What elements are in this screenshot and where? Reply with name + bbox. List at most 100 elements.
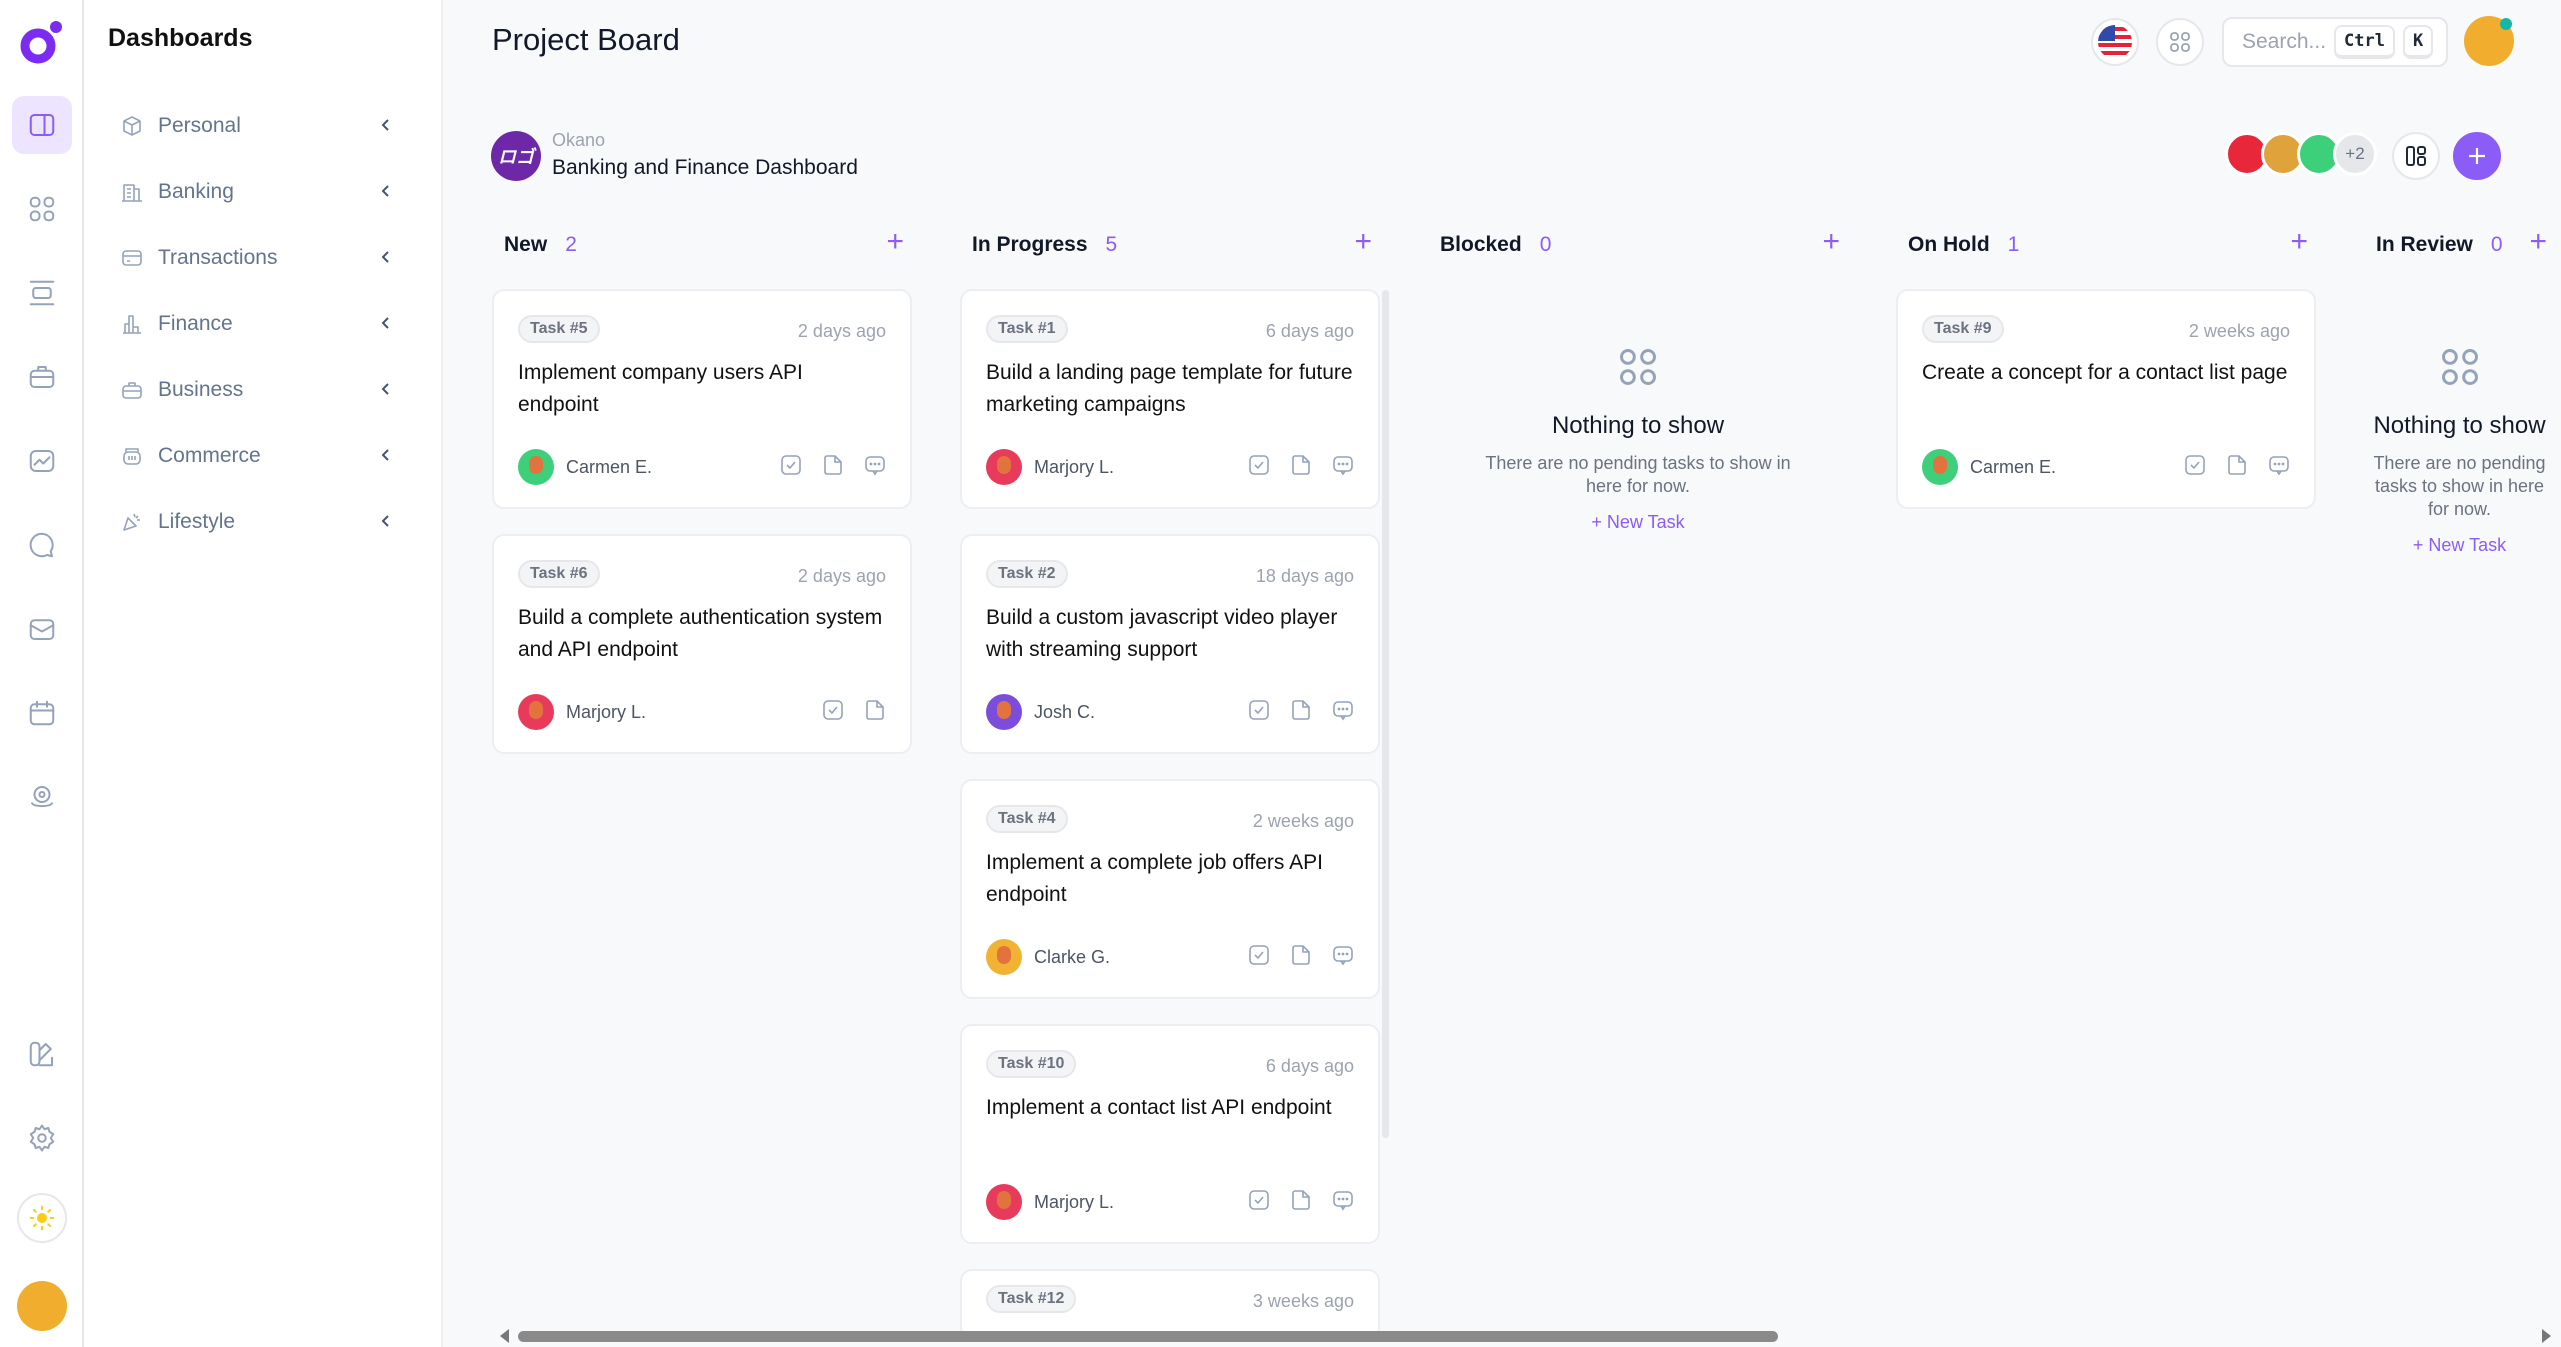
files-button[interactable]	[2226, 454, 2248, 481]
page-title: Project Board	[492, 22, 680, 57]
new-task-link[interactable]: + New Task	[2412, 535, 2507, 555]
column-add-button[interactable]: +	[2290, 225, 2308, 258]
rail-user-avatar[interactable]	[17, 1281, 67, 1331]
column-title: Blocked	[1440, 233, 1522, 256]
rail-button-layout[interactable]	[12, 264, 72, 322]
task-card[interactable]: Task #12 3 weeks ago	[960, 1269, 1380, 1339]
task-card[interactable]: Task #4 2 weeks ago Implement a complete j…	[960, 779, 1380, 999]
task-time: 2 days ago	[797, 321, 886, 341]
assignee-name: Marjory L.	[1034, 456, 1115, 477]
comment-icon	[1333, 945, 1353, 965]
add-task-button[interactable]	[2453, 132, 2501, 180]
comments-button[interactable]	[1332, 454, 1354, 481]
menu-item-finance[interactable]: Finance	[120, 304, 410, 344]
task-card[interactable]: Task #2 18 days ago Build a custom javascr…	[960, 534, 1380, 754]
apps-button[interactable]	[2156, 18, 2204, 66]
column-add-button[interactable]: +	[1354, 225, 1372, 258]
checklist-icon	[1249, 1189, 1269, 1210]
checklist-icon	[1249, 944, 1269, 965]
checklist-button[interactable]	[822, 699, 844, 726]
files-button[interactable]	[864, 699, 886, 726]
checklist-icon	[1249, 699, 1269, 720]
rail-button-palette[interactable]	[12, 1025, 72, 1083]
menu-item-banking[interactable]: Banking	[120, 172, 410, 212]
mail-icon	[29, 619, 55, 640]
menu-item-label: Finance	[158, 312, 233, 335]
column-add-button[interactable]: +	[886, 225, 904, 258]
rail-button-location[interactable]	[12, 768, 72, 826]
column-header: Blocked 0 +	[1428, 225, 1848, 265]
party-icon	[123, 513, 140, 531]
task-title: Build a landing page template for future…	[986, 361, 1353, 416]
rail-button-dashboard[interactable]	[12, 96, 72, 154]
rail-button-gear[interactable]	[12, 1109, 72, 1167]
files-button[interactable]	[1290, 944, 1312, 971]
menu-item-lifestyle[interactable]: Lifestyle	[120, 502, 410, 542]
checklist-icon	[781, 454, 801, 475]
checklist-button[interactable]	[2184, 454, 2206, 481]
task-card[interactable]: Task #1 6 days ago Build a landing page te…	[960, 289, 1380, 509]
column-add-button[interactable]: +	[1822, 225, 1840, 258]
task-title: Implement a contact list API endpoint	[986, 1096, 1332, 1119]
rail-button-sun[interactable]	[17, 1193, 67, 1243]
files-button[interactable]	[1290, 699, 1312, 726]
menu-item-commerce[interactable]: Commerce	[120, 436, 410, 476]
rail-button-chat[interactable]	[12, 516, 72, 574]
rail-button-chart[interactable]	[12, 432, 72, 490]
comment-icon	[1333, 455, 1353, 475]
rail-button-calendar[interactable]	[12, 684, 72, 742]
task-card[interactable]: Task #10 6 days ago Implement a contact li…	[960, 1024, 1380, 1244]
comments-button[interactable]	[1332, 1189, 1354, 1216]
location-icon	[31, 786, 53, 808]
more-members-badge[interactable]: +2	[2333, 132, 2377, 176]
assignee-name: Marjory L.	[1034, 1191, 1115, 1212]
column-count: 5	[1105, 233, 1118, 256]
assignee-name: Carmen E.	[1970, 456, 2057, 477]
rail-button-apps[interactable]	[12, 180, 72, 238]
scroll-right-arrow[interactable]	[2542, 1329, 2551, 1343]
menu-item-transactions[interactable]: Transactions	[120, 238, 410, 278]
checklist-icon	[1249, 454, 1269, 475]
task-time: 2 days ago	[797, 566, 886, 586]
comments-button[interactable]	[1332, 944, 1354, 971]
checklist-button[interactable]	[1248, 944, 1270, 971]
empty-text: There are no pending tasks to show in he…	[2373, 453, 2546, 519]
task-card[interactable]: Task #5 2 days ago Implement company users…	[492, 289, 912, 509]
files-button[interactable]	[1290, 454, 1312, 481]
checklist-button[interactable]	[1248, 454, 1270, 481]
project-org: Okano	[552, 130, 606, 150]
kbd-ctrl: Ctrl	[2334, 25, 2395, 59]
column-add-button[interactable]: +	[2529, 225, 2547, 258]
menu-item-personal[interactable]: Personal	[120, 106, 410, 146]
file-icon	[1292, 944, 1310, 965]
comments-button[interactable]	[2268, 454, 2290, 481]
task-card[interactable]: Task #9 2 weeks ago Create a concept for a…	[1896, 289, 2316, 509]
files-button[interactable]	[1290, 1189, 1312, 1216]
checklist-icon	[2185, 454, 2205, 475]
comments-button[interactable]	[864, 454, 886, 481]
rail-button-briefcase[interactable]	[12, 348, 72, 406]
language-button[interactable]	[2091, 18, 2139, 66]
task-id-badge: Task #2	[986, 560, 1068, 588]
files-button[interactable]	[822, 454, 844, 481]
rail-button-mail[interactable]	[12, 600, 72, 658]
layout-toggle-button[interactable]	[2392, 132, 2440, 180]
menu-item-business[interactable]: Business	[120, 370, 410, 410]
empty-apps-icon	[1620, 349, 1656, 385]
column-header: In Progress 5 +	[960, 225, 1380, 265]
checklist-button[interactable]	[780, 454, 802, 481]
task-card[interactable]: Task #6 2 days ago Build a complete authen…	[492, 534, 912, 754]
task-id-badge: Task #12	[986, 1285, 1077, 1313]
file-icon	[1292, 1189, 1310, 1210]
scroll-left-arrow[interactable]	[500, 1329, 509, 1343]
palette-icon	[29, 1041, 53, 1067]
column-scrollbar[interactable]	[1382, 290, 1389, 1138]
comments-button[interactable]	[1332, 699, 1354, 726]
new-task-link[interactable]: + New Task	[1591, 512, 1685, 532]
board-horizontal-scrollbar[interactable]	[518, 1331, 1778, 1342]
checklist-button[interactable]	[1248, 699, 1270, 726]
app-logo[interactable]	[18, 18, 66, 66]
chevron-left-icon	[381, 251, 389, 263]
checklist-button[interactable]	[1248, 1189, 1270, 1216]
search-input[interactable]: Search... Ctrl K	[2222, 17, 2448, 67]
